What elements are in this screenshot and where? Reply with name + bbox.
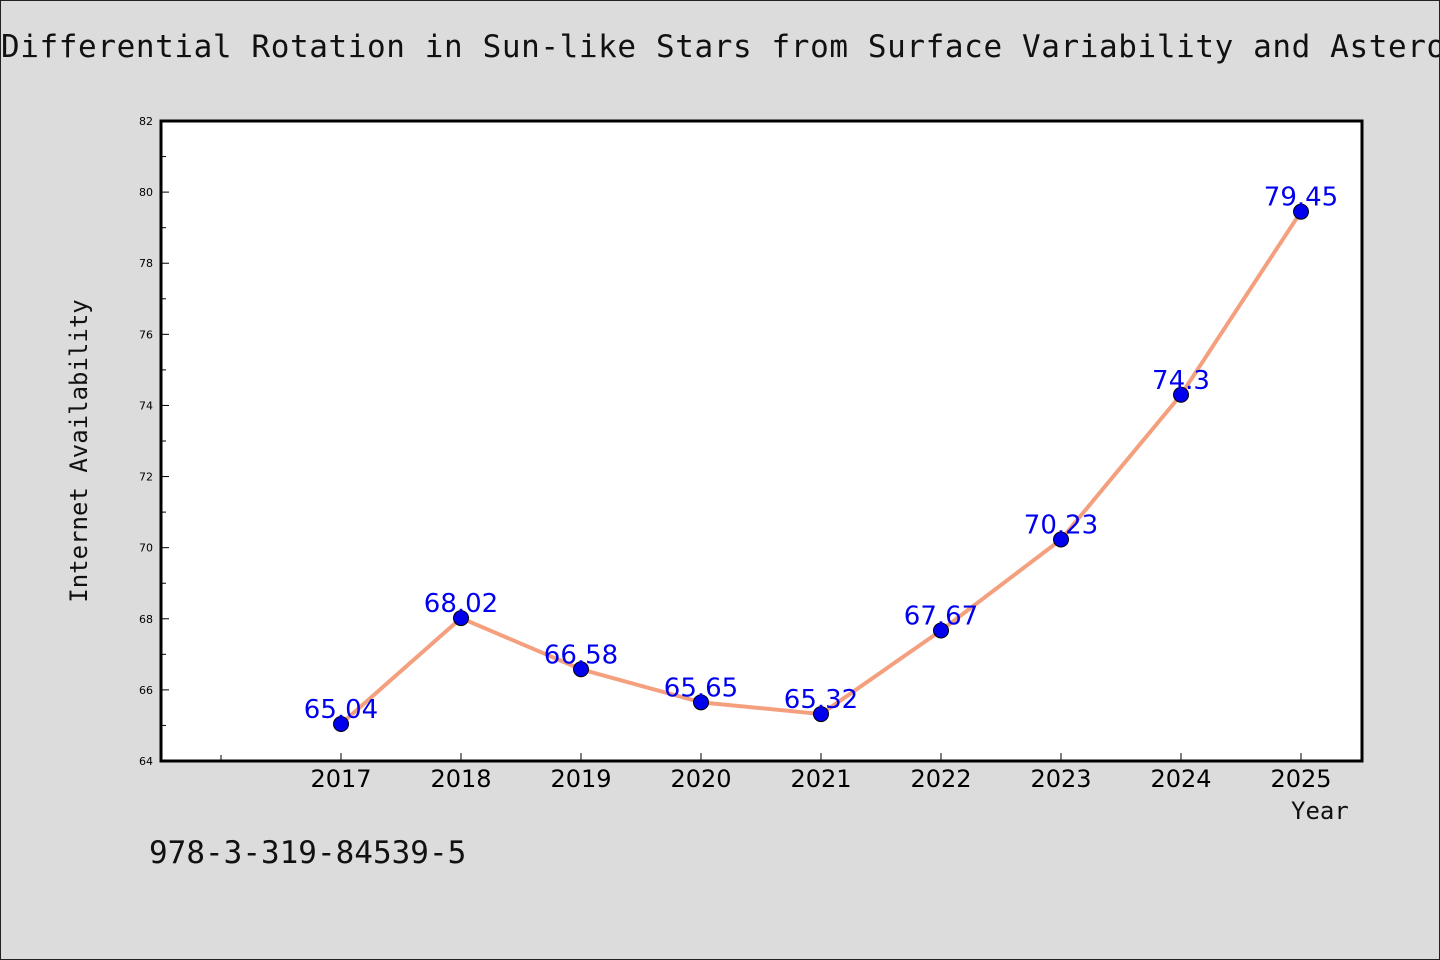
y-tick-label: 76 <box>139 328 153 341</box>
y-tick-label: 78 <box>139 257 153 270</box>
data-point <box>333 716 349 733</box>
x-tick-label: 2020 <box>670 765 731 793</box>
y-tick-label: 72 <box>139 471 153 484</box>
plot-area <box>159 119 1364 763</box>
data-point <box>813 706 829 723</box>
data-point <box>1173 386 1189 403</box>
data-label: 74.3 <box>1152 366 1210 396</box>
data-point <box>933 622 949 639</box>
y-axis: 64 66 68 70 72 74 76 78 80 82 <box>139 115 169 768</box>
data-label: 70.23 <box>1024 510 1098 540</box>
data-label: 67.67 <box>904 602 978 632</box>
data-label: 68.02 <box>424 589 498 619</box>
data-labels: 65.04 68.02 66.58 65.65 65.32 67.67 70.23 74.3 7… <box>304 183 1338 725</box>
x-tick-label: 2021 <box>790 765 851 793</box>
x-tick-label: 2024 <box>1150 765 1211 793</box>
x-axis-label: Year <box>1291 797 1349 825</box>
data-point <box>573 661 589 678</box>
data-label: 65.65 <box>664 673 738 703</box>
data-label: 66.58 <box>544 640 618 670</box>
y-tick-label: 74 <box>139 399 153 412</box>
y-tick-label: 66 <box>139 684 153 697</box>
x-tick-label: 2023 <box>1030 765 1091 793</box>
series-line-group <box>333 203 1309 733</box>
x-tick-label: 2017 <box>310 765 371 793</box>
x-tick-label: 2025 <box>1270 765 1331 793</box>
data-point <box>693 694 709 711</box>
y-tick-label: 82 <box>139 115 153 128</box>
data-point <box>453 610 469 627</box>
data-label: 65.04 <box>304 695 378 725</box>
x-axis: 2017 2018 2019 2020 2021 2022 2023 2024 2025 <box>220 753 1332 793</box>
data-label: 65.32 <box>784 685 858 715</box>
data-label: 79.45 <box>1264 183 1338 213</box>
x-tick-label: 2018 <box>430 765 491 793</box>
x-tick-label: 2019 <box>550 765 611 793</box>
data-point <box>1053 531 1069 548</box>
chart-title: Differential Rotation in Sun-like Stars … <box>1 29 1439 65</box>
y-tick-label: 70 <box>139 542 153 555</box>
data-point <box>1293 203 1309 220</box>
y-tick-label: 68 <box>139 613 153 626</box>
y-tick-label: 64 <box>139 755 153 768</box>
isbn-code: 978-3-319-84539-5 <box>149 835 467 871</box>
y-tick-label: 80 <box>139 186 153 199</box>
x-tick-label: 2022 <box>910 765 971 793</box>
